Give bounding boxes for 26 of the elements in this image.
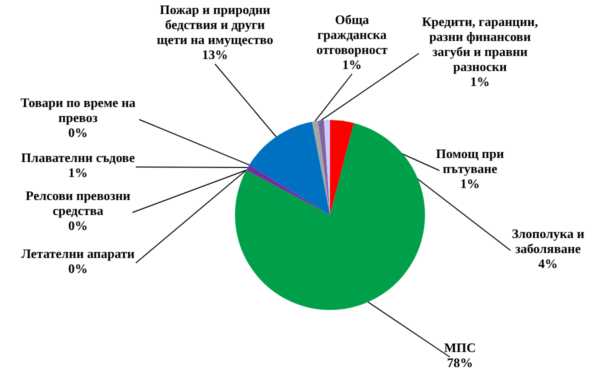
text: 0% xyxy=(68,125,88,140)
text: 0% xyxy=(68,218,88,233)
pie-slice xyxy=(246,164,330,215)
slice-label: Кредити, гаранции, разни финансови загуби и правни разноски xyxy=(422,14,538,74)
category-label: Релсови превозни средства xyxy=(26,188,130,218)
category-label: Товари по време на превоз xyxy=(20,95,136,125)
slice-label: МПС xyxy=(444,340,476,355)
slice-label: Плавателни съдове xyxy=(21,150,136,165)
pie-slice xyxy=(330,120,354,215)
data-label: 1% xyxy=(342,57,362,72)
pie-slice xyxy=(312,120,330,215)
slice-label: Злополука и заболяване xyxy=(512,226,585,256)
slice-label: Пожар и природни бедствия и други щети на имущество xyxy=(156,2,274,47)
pie-slice xyxy=(249,122,330,215)
slice-label: Помощ при пътуване xyxy=(436,146,504,176)
data-label: 4% xyxy=(538,256,558,271)
data-label: 13% xyxy=(202,47,228,62)
pie-slice xyxy=(318,120,330,215)
data-label: 1% xyxy=(68,165,88,180)
data-label: 1% xyxy=(470,74,490,89)
pie-slice xyxy=(235,123,425,310)
slice-label: Обща гражданска отговорност xyxy=(316,12,388,57)
category-label: Летателни апарати xyxy=(21,246,135,261)
data-label: 78% xyxy=(447,355,473,370)
data-label: 1% xyxy=(460,176,480,191)
text: 0% xyxy=(68,261,88,276)
